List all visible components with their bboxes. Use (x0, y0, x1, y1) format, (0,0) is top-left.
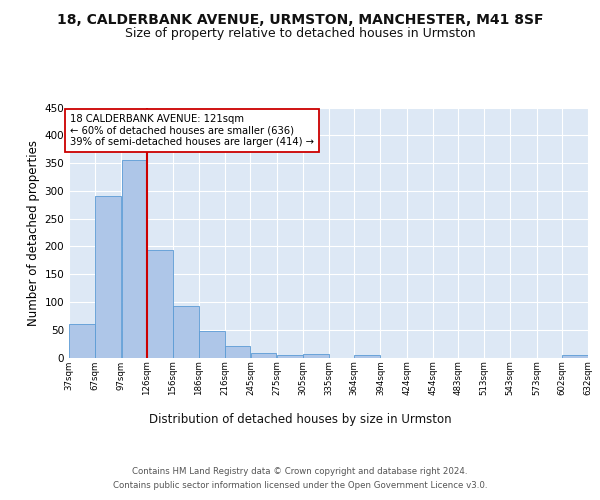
Y-axis label: Number of detached properties: Number of detached properties (27, 140, 40, 326)
Text: Contains public sector information licensed under the Open Government Licence v3: Contains public sector information licen… (113, 481, 487, 490)
Bar (562, 354, 588, 358)
Text: Distribution of detached houses by size in Urmston: Distribution of detached houses by size … (149, 412, 451, 426)
Bar (251, 352, 277, 358)
Text: 18 CALDERBANK AVENUE: 121sqm
← 60% of detached houses are smaller (636)
39% of s: 18 CALDERBANK AVENUE: 121sqm ← 60% of de… (70, 114, 314, 148)
Bar (355, 354, 380, 358)
Text: 18, CALDERBANK AVENUE, URMSTON, MANCHESTER, M41 8SF: 18, CALDERBANK AVENUE, URMSTON, MANCHEST… (57, 12, 543, 26)
Bar (199, 332, 225, 357)
Bar (173, 306, 199, 358)
Bar (277, 354, 302, 358)
Bar (95, 196, 121, 358)
Bar (122, 160, 146, 358)
Bar (226, 346, 250, 358)
Bar (147, 250, 173, 358)
Text: Contains HM Land Registry data © Crown copyright and database right 2024.: Contains HM Land Registry data © Crown c… (132, 468, 468, 476)
Bar (69, 324, 95, 358)
Bar (303, 354, 329, 358)
Text: Size of property relative to detached houses in Urmston: Size of property relative to detached ho… (125, 28, 475, 40)
